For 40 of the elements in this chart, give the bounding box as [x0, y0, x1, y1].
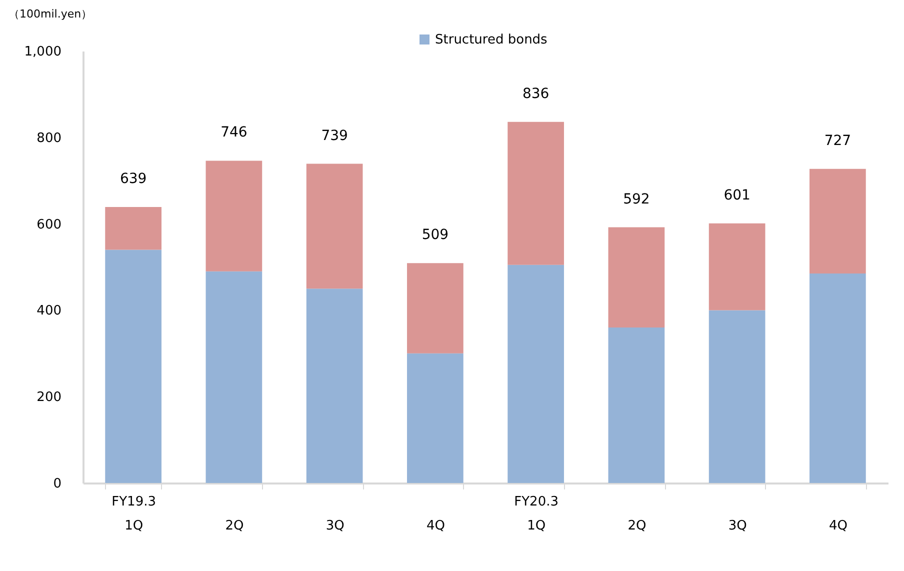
y-tick-label: 0	[53, 476, 62, 492]
bar	[407, 353, 464, 483]
bar	[508, 122, 564, 265]
x-tick-label: 2Q	[628, 518, 646, 534]
x-tick-label: 4Q	[828, 518, 848, 534]
bar	[105, 250, 162, 483]
bar	[708, 310, 766, 483]
legend-label: Structured bonds	[435, 32, 548, 48]
total-label: 727	[824, 132, 852, 149]
x-tick-label: 2Q	[225, 518, 244, 534]
total-label: 739	[321, 128, 348, 144]
total-label: 509	[422, 227, 449, 244]
bar	[206, 160, 262, 272]
bar	[608, 327, 665, 483]
total-label: 836	[522, 86, 550, 102]
total-label: 639	[120, 170, 147, 187]
x-tick-label: 4Q	[426, 518, 445, 534]
x-tick-label: 3Q	[326, 518, 344, 534]
bar	[810, 168, 866, 274]
bar	[708, 223, 766, 310]
bar	[608, 227, 665, 328]
x-tick-label: FY20.3 1Q	[514, 494, 558, 534]
bar	[206, 271, 262, 483]
y-tick-label: 800	[36, 130, 62, 146]
y-axis-title: （100mil.yen）	[8, 8, 92, 20]
y-tick-label: 400	[36, 304, 62, 319]
total-label: 601	[724, 187, 750, 204]
total-label: 746	[220, 124, 248, 141]
bar	[105, 206, 162, 250]
x-tick-label: FY19.3 1Q	[112, 494, 156, 534]
bar	[407, 263, 464, 354]
y-tick-label: 1,000	[24, 44, 62, 60]
bar	[508, 264, 564, 483]
y-tick-label: 200	[36, 390, 62, 406]
total-label: 592	[623, 191, 650, 208]
y-tick-label: 600	[36, 217, 62, 232]
x-tick-label: 3Q	[728, 518, 747, 534]
bar	[306, 164, 363, 289]
bar	[810, 273, 866, 483]
bar	[306, 288, 363, 483]
